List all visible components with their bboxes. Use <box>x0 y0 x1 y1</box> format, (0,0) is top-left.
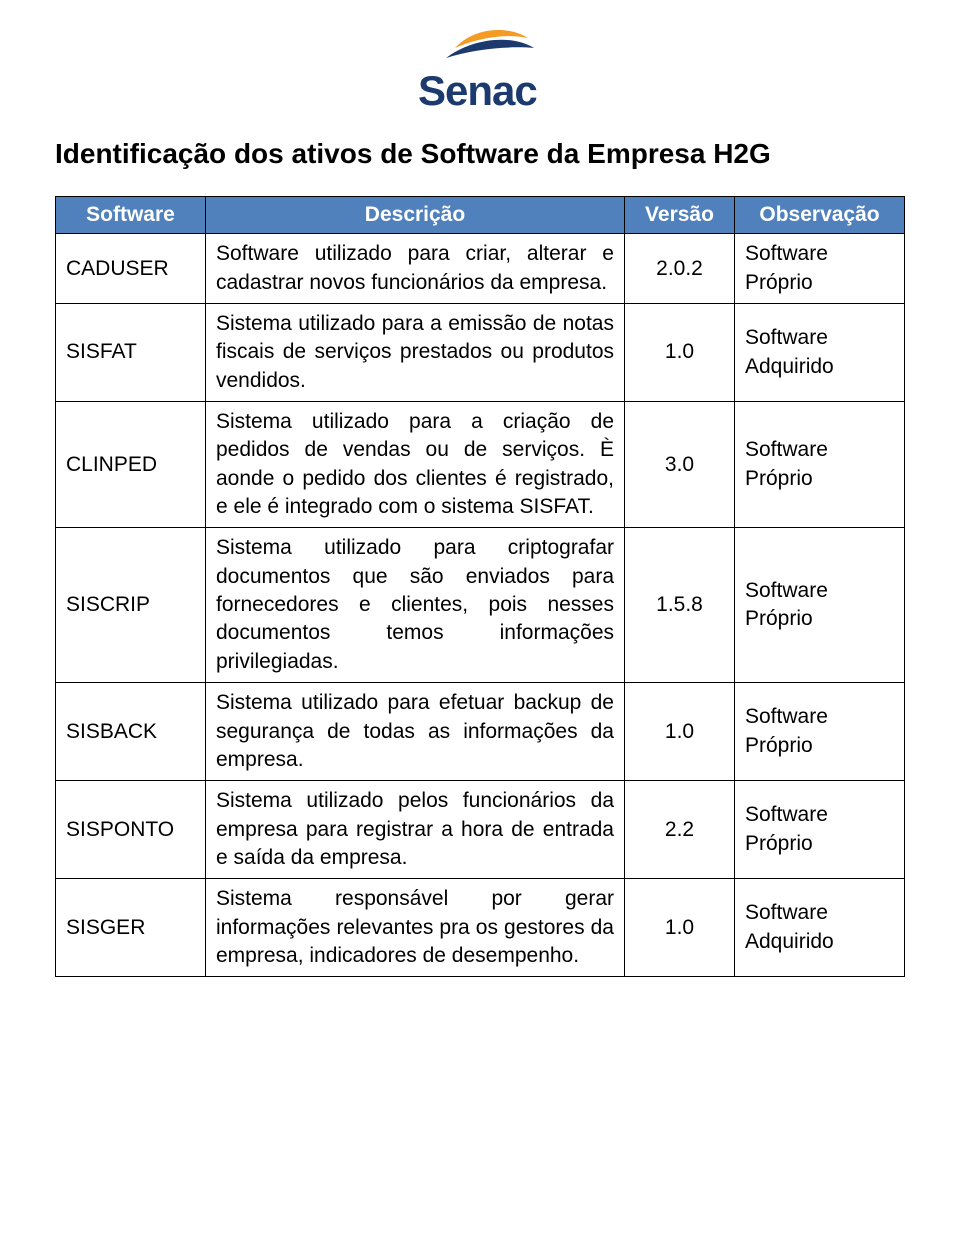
cell-descricao: Software utilizado para criar, alterar e… <box>206 234 625 304</box>
table-header: Software Descrição Versão Observação <box>56 197 905 234</box>
table-row: SISFAT Sistema utilizado para a emissão … <box>56 304 905 402</box>
table-row: SISCRIP Sistema utilizado para criptogra… <box>56 528 905 683</box>
cell-descricao: Sistema utilizado pelos funcionários da … <box>206 781 625 879</box>
table-row: CADUSER Software utilizado para criar, a… <box>56 234 905 304</box>
cell-versao: 1.0 <box>625 879 735 977</box>
cell-descricao: Sistema utilizado para a emissão de nota… <box>206 304 625 402</box>
cell-observacao: Software Próprio <box>735 528 905 683</box>
cell-versao: 1.0 <box>625 304 735 402</box>
table-header-row: Software Descrição Versão Observação <box>56 197 905 234</box>
col-header-software: Software <box>56 197 206 234</box>
logo-wordmark: Senac <box>418 67 537 114</box>
cell-descricao: Sistema responsável por gerar informaçõe… <box>206 879 625 977</box>
logo-swoosh-blue <box>446 40 534 58</box>
cell-descricao: Sistema utilizado para criptografar docu… <box>206 528 625 683</box>
software-assets-table: Software Descrição Versão Observação CAD… <box>55 196 905 977</box>
table-row: CLINPED Sistema utilizado para a criação… <box>56 402 905 528</box>
col-header-descricao: Descrição <box>206 197 625 234</box>
table-row: SISGER Sistema responsável por gerar inf… <box>56 879 905 977</box>
cell-software: SISCRIP <box>56 528 206 683</box>
table-row: SISBACK Sistema utilizado para efetuar b… <box>56 683 905 781</box>
senac-logo: Senac <box>400 20 560 120</box>
cell-observacao: Software Próprio <box>735 402 905 528</box>
cell-observacao: Software Próprio <box>735 781 905 879</box>
cell-versao: 3.0 <box>625 402 735 528</box>
page-title: Identificação dos ativos de Software da … <box>55 138 905 170</box>
cell-descricao: Sistema utilizado para efetuar backup de… <box>206 683 625 781</box>
col-header-versao: Versão <box>625 197 735 234</box>
col-header-observacao: Observação <box>735 197 905 234</box>
table-row: SISPONTO Sistema utilizado pelos funcion… <box>56 781 905 879</box>
logo-container: Senac <box>55 20 905 120</box>
cell-software: SISPONTO <box>56 781 206 879</box>
cell-versao: 2.0.2 <box>625 234 735 304</box>
document-page: Senac Identificação dos ativos de Softwa… <box>0 0 960 1017</box>
cell-observacao: Software Próprio <box>735 234 905 304</box>
cell-versao: 1.0 <box>625 683 735 781</box>
cell-software: SISBACK <box>56 683 206 781</box>
cell-descricao: Sistema utilizado para a criação de pedi… <box>206 402 625 528</box>
cell-observacao: Software Adquirido <box>735 304 905 402</box>
cell-software: SISGER <box>56 879 206 977</box>
cell-software: SISFAT <box>56 304 206 402</box>
cell-versao: 1.5.8 <box>625 528 735 683</box>
table-body: CADUSER Software utilizado para criar, a… <box>56 234 905 977</box>
senac-logo-svg: Senac <box>400 20 560 120</box>
cell-software: CADUSER <box>56 234 206 304</box>
cell-observacao: Software Adquirido <box>735 879 905 977</box>
cell-versao: 2.2 <box>625 781 735 879</box>
cell-software: CLINPED <box>56 402 206 528</box>
cell-observacao: Software Próprio <box>735 683 905 781</box>
